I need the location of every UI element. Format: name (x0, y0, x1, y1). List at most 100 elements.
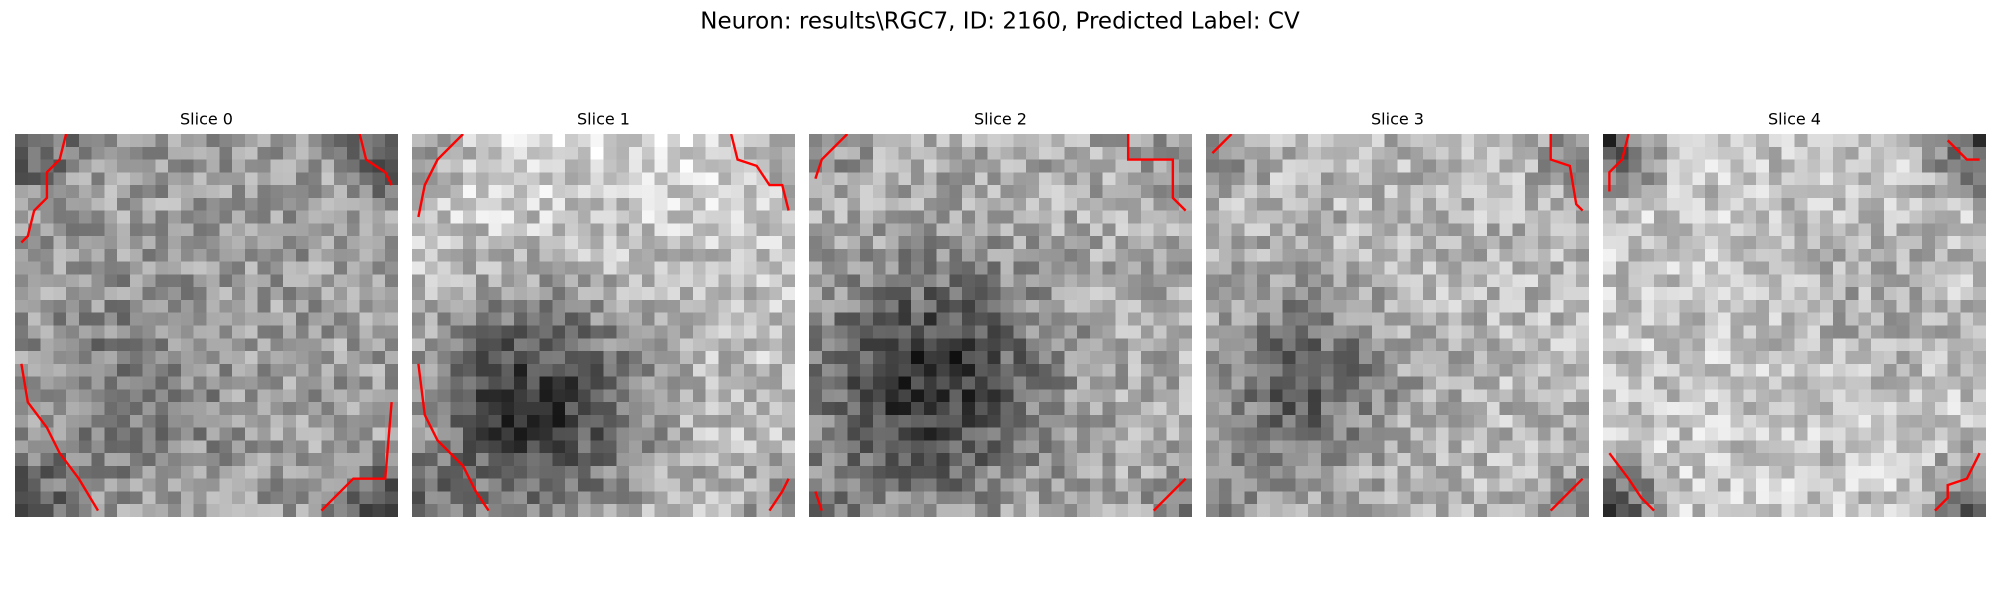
pixel (1499, 274, 1513, 288)
pixel (834, 197, 848, 211)
pixel (552, 236, 566, 250)
pixel (346, 197, 360, 211)
pixel (860, 402, 874, 416)
pixel (66, 299, 80, 313)
pixel (104, 261, 118, 275)
pixel (1628, 325, 1642, 339)
pixel (1628, 236, 1642, 250)
pixel (1973, 363, 1986, 377)
pixel (40, 478, 54, 492)
pixel (1525, 325, 1539, 339)
pixel (1947, 465, 1961, 479)
pixel (1423, 504, 1437, 517)
pixel (1410, 274, 1424, 288)
pixel (1807, 504, 1821, 517)
pixel (898, 376, 912, 390)
pixel (1320, 223, 1334, 237)
pixel (1077, 389, 1091, 403)
pixel (1333, 159, 1347, 173)
pixel (1346, 427, 1360, 441)
pixel (962, 248, 976, 262)
pixel (1371, 465, 1385, 479)
pixel (898, 402, 912, 416)
pixel (898, 351, 912, 365)
pixel (1781, 427, 1795, 441)
pixel (1346, 172, 1360, 186)
pixel (1115, 248, 1129, 262)
pixel (743, 478, 757, 492)
pixel (1128, 312, 1142, 326)
pixel (1397, 325, 1411, 339)
pixel (1153, 134, 1167, 148)
pixel (1384, 338, 1398, 352)
pixel (270, 414, 284, 428)
pixel (872, 491, 886, 505)
pixel (1832, 402, 1846, 416)
pixel (1282, 427, 1296, 441)
pixel (1896, 363, 1910, 377)
pixel (923, 453, 937, 467)
pixel (1845, 134, 1859, 148)
pixel (1654, 134, 1668, 148)
pixel (78, 363, 92, 377)
pixel (1909, 287, 1923, 301)
pixel (705, 210, 719, 224)
pixel (1730, 287, 1744, 301)
pixel (834, 338, 848, 352)
pixel (219, 172, 233, 186)
pixel (1909, 299, 1923, 313)
pixel (514, 299, 528, 313)
pixel (718, 261, 732, 275)
pixel (1550, 248, 1564, 262)
pixel (756, 134, 770, 148)
pixel (1384, 185, 1398, 199)
pixel (911, 351, 925, 365)
pixel (898, 197, 912, 211)
pixel (1346, 478, 1360, 492)
pixel (1960, 172, 1974, 186)
pixel (1845, 491, 1859, 505)
pixel (847, 210, 861, 224)
pixel (1295, 236, 1309, 250)
pixel (346, 427, 360, 441)
pixel (1013, 299, 1027, 313)
pixel (1102, 299, 1116, 313)
pixel (1295, 376, 1309, 390)
pixel (1448, 325, 1462, 339)
pixel (1679, 478, 1693, 492)
pixel (1346, 274, 1360, 288)
pixel (180, 312, 194, 326)
pixel (923, 261, 937, 275)
pixel (898, 146, 912, 160)
pixel (539, 299, 553, 313)
pixel (1871, 172, 1885, 186)
pixel (1371, 440, 1385, 454)
pixel (15, 402, 29, 416)
pixel (654, 134, 668, 148)
pixel (552, 402, 566, 416)
pixel (27, 389, 41, 403)
pixel (769, 389, 783, 403)
pixel (1603, 402, 1617, 416)
pixel (1654, 210, 1668, 224)
pixel (1807, 299, 1821, 313)
pixel (1973, 299, 1986, 313)
pixel (66, 363, 80, 377)
pixel (769, 465, 783, 479)
pixel (987, 363, 1001, 377)
pixel (667, 134, 681, 148)
pixel (463, 197, 477, 211)
pixel (1960, 338, 1974, 352)
pixel (539, 414, 553, 428)
pixel (142, 402, 156, 416)
pixel (475, 248, 489, 262)
pixel (1257, 223, 1271, 237)
pixel (1397, 363, 1411, 377)
pixel (180, 223, 194, 237)
pixel (1934, 274, 1948, 288)
pixel (463, 236, 477, 250)
pixel (1308, 504, 1322, 517)
pixel (1474, 440, 1488, 454)
pixel (1000, 261, 1014, 275)
pixel (1973, 338, 1986, 352)
